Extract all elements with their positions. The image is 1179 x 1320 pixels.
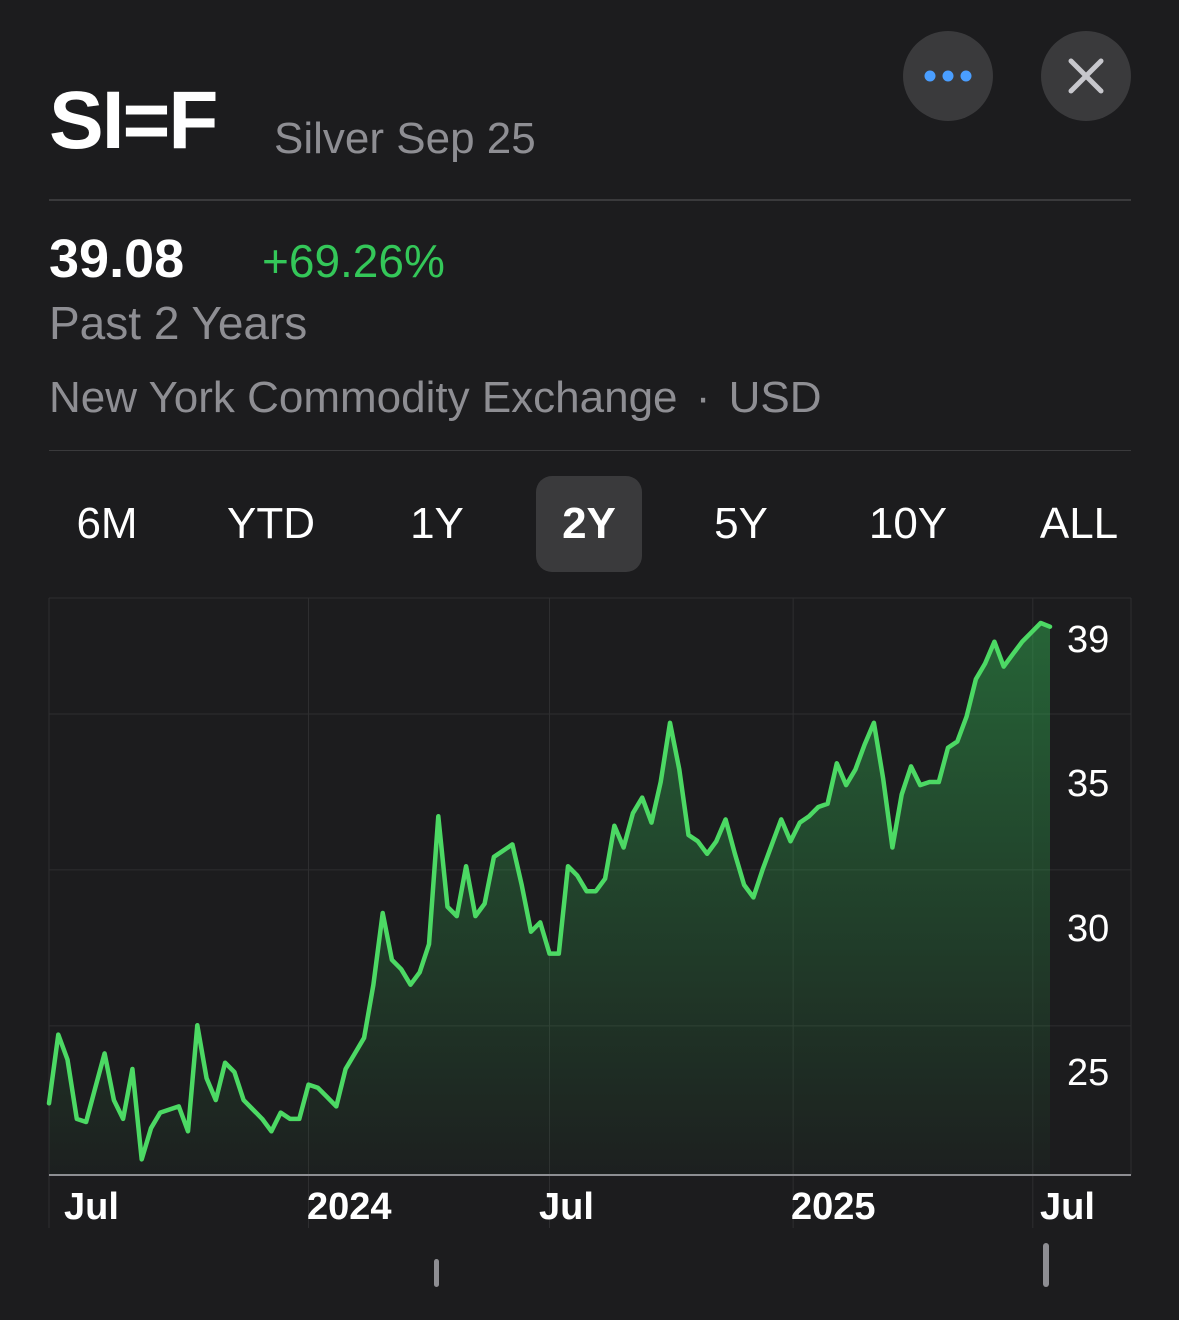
separator-dot: · xyxy=(695,373,711,422)
x-tick-label: 2025 xyxy=(791,1186,876,1228)
range-all[interactable]: ALL xyxy=(1039,499,1119,548)
close-icon xyxy=(1068,58,1104,94)
instrument-name: Silver Sep 25 xyxy=(274,114,536,163)
y-tick-label: 35 xyxy=(1067,763,1109,805)
currency: USD xyxy=(728,373,822,422)
y-tick-label: 30 xyxy=(1067,908,1109,950)
scrubber-handle-left[interactable] xyxy=(434,1259,439,1287)
y-tick-label: 25 xyxy=(1067,1052,1109,1094)
price-area-fill xyxy=(49,623,1050,1175)
scrubber-handle-right[interactable] xyxy=(1043,1243,1049,1287)
percent-change: +69.26% xyxy=(262,235,445,287)
x-tick-label: Jul xyxy=(539,1186,594,1228)
exchange-info: New York Commodity Exchange · USD xyxy=(49,376,822,420)
price-line xyxy=(46,620,1053,1162)
close-button[interactable] xyxy=(1041,31,1131,121)
range-selector: 6M YTD 1Y 2Y 5Y 10Y ALL xyxy=(49,474,1131,574)
y-tick-label: 39 xyxy=(1067,619,1109,661)
timeline-scrubber[interactable] xyxy=(0,1235,1179,1295)
ellipsis-icon xyxy=(924,70,972,82)
x-tick-label: Jul xyxy=(64,1186,119,1228)
x-tick-label: 2024 xyxy=(307,1186,392,1228)
range-5y[interactable]: 5Y xyxy=(714,499,768,548)
header: SI=F Silver Sep 25 xyxy=(49,70,1131,180)
ticker-symbol: SI=F xyxy=(49,75,218,166)
x-tick-label: Jul xyxy=(1040,1186,1095,1228)
range-ytd[interactable]: YTD xyxy=(227,499,315,548)
header-divider xyxy=(49,199,1131,201)
more-button[interactable] xyxy=(903,31,993,121)
quote-divider xyxy=(49,450,1131,451)
exchange-name: New York Commodity Exchange xyxy=(49,373,678,422)
range-6m[interactable]: 6M xyxy=(76,499,138,548)
range-1y[interactable]: 1Y xyxy=(410,499,464,548)
range-10y[interactable]: 10Y xyxy=(868,499,948,548)
price: 39.08 xyxy=(49,229,185,289)
range-2y[interactable]: 2Y xyxy=(536,476,642,572)
period-label: Past 2 Years xyxy=(49,297,308,349)
